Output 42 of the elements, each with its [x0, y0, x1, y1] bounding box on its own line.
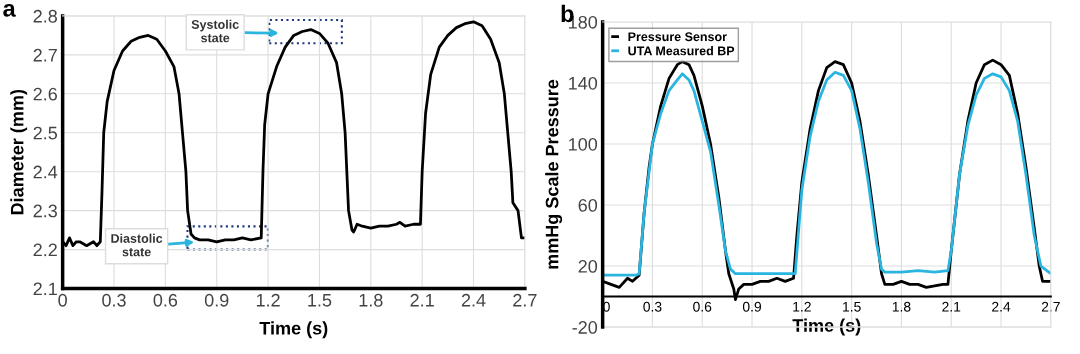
y-tick-label: 2.5: [33, 126, 58, 140]
x-tick-label: 2.7: [1041, 301, 1060, 312]
x-tick-label: 2.1: [942, 301, 961, 312]
x-tick-label: 2.7: [513, 293, 537, 307]
y-tick-label: 2.4: [33, 165, 58, 179]
x-axis-title: Time (s): [792, 318, 861, 336]
x-tick-label: 0.9: [204, 293, 229, 307]
y-tick-label: 2.2: [33, 243, 57, 257]
y-tick-label: 140: [569, 76, 598, 90]
chart-title: a: [3, 3, 16, 17]
x-tick-label: 1.5: [308, 294, 332, 307]
y-tick-label: -20: [572, 321, 598, 334]
x-tick-label: 2.1: [410, 293, 434, 307]
x-tick-label: 0.6: [153, 293, 178, 307]
x-tick-label: 0: [58, 293, 67, 307]
x-tick-label: 2.4: [461, 293, 486, 307]
y-tick-label: 2.6: [33, 87, 57, 101]
x-tick-label: 2.4: [992, 301, 1011, 312]
x-tick-label: 0.6: [693, 301, 712, 312]
y-tick-label: 2.8: [33, 9, 57, 23]
legend-label: UTA Measured BP: [628, 46, 735, 56]
x-tick-label: 0.3: [102, 293, 126, 307]
x-tick-label: 0.9: [742, 301, 762, 312]
y-tick-label: 60: [578, 198, 598, 212]
y-tick-label: 2.3: [33, 204, 57, 218]
line-series: [602, 70, 1051, 277]
x-tick-label: 1.8: [892, 301, 911, 312]
x-tick-label: 1.2: [256, 293, 280, 307]
y-tick-label: 2.7: [33, 48, 57, 62]
annotation: Diastolic state: [111, 233, 163, 257]
legend-label: Pressure Sensor: [628, 32, 727, 42]
x-tick-label: 1.2: [793, 301, 811, 312]
annotation: Systolic state: [191, 19, 239, 43]
y-tick-label: 20: [578, 260, 598, 273]
y-axis-title: Diameter (mm): [10, 89, 28, 215]
x-tick-label: 0.3: [643, 301, 662, 312]
y-axis-title: mmHg Scale Pressure: [545, 79, 563, 269]
y-tick-label: 2.1: [33, 282, 57, 296]
x-axis-title: Time (s): [259, 321, 328, 339]
y-tick-label: 100: [569, 137, 598, 151]
x-tick-label: 1.5: [843, 301, 861, 312]
x-tick-label: 1.8: [359, 293, 383, 307]
